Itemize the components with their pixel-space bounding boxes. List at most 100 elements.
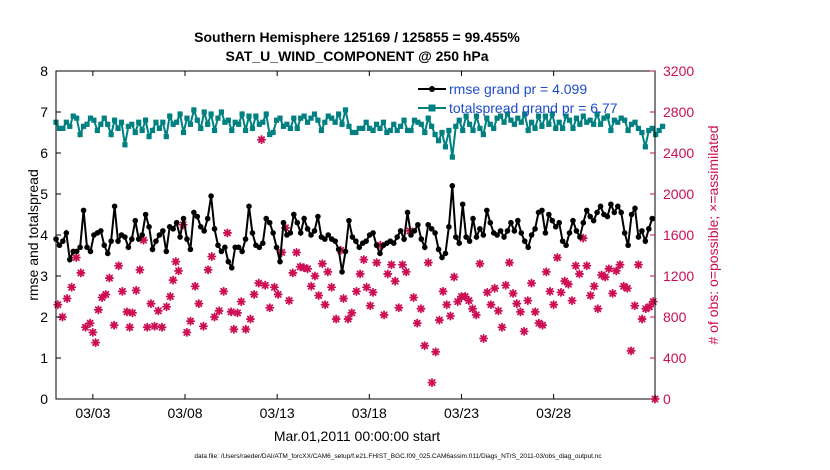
- obs-assimilated-point: [497, 322, 507, 332]
- y-right-tick-label: 1200: [663, 268, 694, 284]
- rmse-point: [639, 228, 645, 234]
- totalspread-point: [642, 144, 648, 150]
- obs-assimilated-point: [174, 266, 184, 276]
- obs-assimilated-point: [91, 338, 101, 348]
- rmse-point: [218, 248, 225, 255]
- obs-assimilated-point: [574, 269, 584, 279]
- rmse-point: [194, 213, 201, 220]
- rmse-point: [552, 224, 559, 230]
- rmse-point: [632, 205, 638, 212]
- totalspread-point: [566, 117, 573, 123]
- rmse-point: [63, 230, 70, 236]
- totalspread-point: [453, 123, 459, 129]
- rmse-point: [401, 236, 407, 242]
- totalspread-point: [149, 127, 156, 134]
- obs-assimilated-point: [515, 307, 525, 317]
- rmse-point: [353, 238, 359, 244]
- obs-assimilated-point: [67, 282, 77, 292]
- totalspread-point: [422, 129, 428, 136]
- totalspread-point: [167, 113, 173, 119]
- x-tick-label: 03/18: [352, 405, 387, 421]
- series-layer: [53, 106, 666, 404]
- rmse-point: [532, 226, 538, 232]
- rmse-point: [156, 232, 163, 238]
- obs-assimilated-point: [460, 291, 470, 302]
- totalspread-point: [622, 117, 628, 123]
- obs-assimilated-point: [630, 301, 640, 311]
- rmse-point: [322, 236, 328, 242]
- obs-assimilated-point: [198, 321, 208, 331]
- totalspread-point: [201, 109, 207, 115]
- rmse-point: [577, 234, 583, 240]
- obs-assimilated-point: [222, 228, 232, 238]
- rmse-point: [428, 226, 435, 232]
- rmse-point: [291, 211, 297, 218]
- totalspread-point: [273, 117, 280, 123]
- obs-assimilated-point: [409, 293, 419, 303]
- obs-assimilated-point: [556, 287, 566, 297]
- rmse-point: [377, 250, 383, 257]
- totalspread-point: [232, 119, 238, 125]
- obs-assimilated-point: [219, 286, 229, 296]
- rmse-point: [390, 240, 397, 246]
- y-right-tick-label: 2800: [663, 104, 694, 120]
- totalspread-point: [411, 117, 418, 123]
- totalspread-point: [601, 115, 607, 121]
- totalspread-point: [246, 113, 252, 119]
- obs-assimilated-point: [372, 258, 382, 268]
- obs-assimilated-point: [93, 305, 103, 315]
- obs-assimilated-point: [611, 266, 621, 276]
- totalspread-point: [291, 115, 297, 121]
- totalspread-point: [263, 111, 269, 117]
- totalspread-point: [70, 113, 76, 119]
- rmse-point: [173, 219, 180, 226]
- rmse-point: [484, 207, 490, 214]
- obs-assimilated-point: [203, 265, 213, 275]
- rmse-point: [466, 238, 473, 244]
- obs-assimilated-point: [53, 300, 63, 310]
- obs-assimilated-point: [88, 327, 98, 337]
- totalspread-point: [311, 111, 318, 117]
- totalspread-point: [98, 121, 104, 127]
- rmse-point: [442, 250, 449, 257]
- totalspread-point: [580, 113, 586, 119]
- rmse-point: [515, 217, 521, 224]
- rmse-point: [149, 246, 156, 253]
- totalspread-point: [508, 117, 514, 123]
- obs-assimilated-point: [355, 269, 365, 279]
- totalspread-point: [218, 109, 225, 115]
- obs-assimilated-point: [508, 288, 518, 298]
- rmse-point: [539, 207, 545, 214]
- y-right-tick-label: 0: [663, 391, 671, 407]
- totalspread-point: [301, 113, 307, 119]
- totalspread-point: [577, 121, 583, 127]
- rmse-point: [421, 244, 428, 251]
- totalspread-point: [80, 123, 87, 129]
- rmse-point: [98, 228, 104, 234]
- totalspread-point: [256, 121, 262, 127]
- rmse-point: [335, 246, 342, 253]
- totalspread-point: [174, 119, 180, 125]
- obs-assimilated-point: [368, 287, 378, 297]
- obs-assimilated-point: [131, 285, 141, 295]
- totalspread-point: [308, 115, 314, 121]
- obs-assimilated-point: [165, 291, 175, 302]
- rmse-point: [494, 232, 500, 238]
- rmse-point: [163, 248, 170, 255]
- totalspread-point: [446, 127, 452, 134]
- rmse-point: [239, 248, 245, 255]
- rmse-point: [452, 234, 459, 240]
- totalspread-point: [391, 121, 397, 127]
- rmse-point: [408, 232, 414, 238]
- rmse-point: [242, 236, 249, 242]
- obs-assimilated-point: [207, 252, 217, 262]
- totalspread-point: [525, 127, 531, 134]
- obs-assimilated-point: [229, 324, 239, 334]
- rmse-point: [259, 240, 266, 246]
- totalspread-point: [380, 119, 387, 125]
- rmse-point: [84, 244, 90, 251]
- legend-marker-rmse: [429, 86, 435, 92]
- totalspread-point: [146, 134, 152, 140]
- totalspread-point: [180, 129, 187, 136]
- obs-assimilated-point: [501, 280, 511, 290]
